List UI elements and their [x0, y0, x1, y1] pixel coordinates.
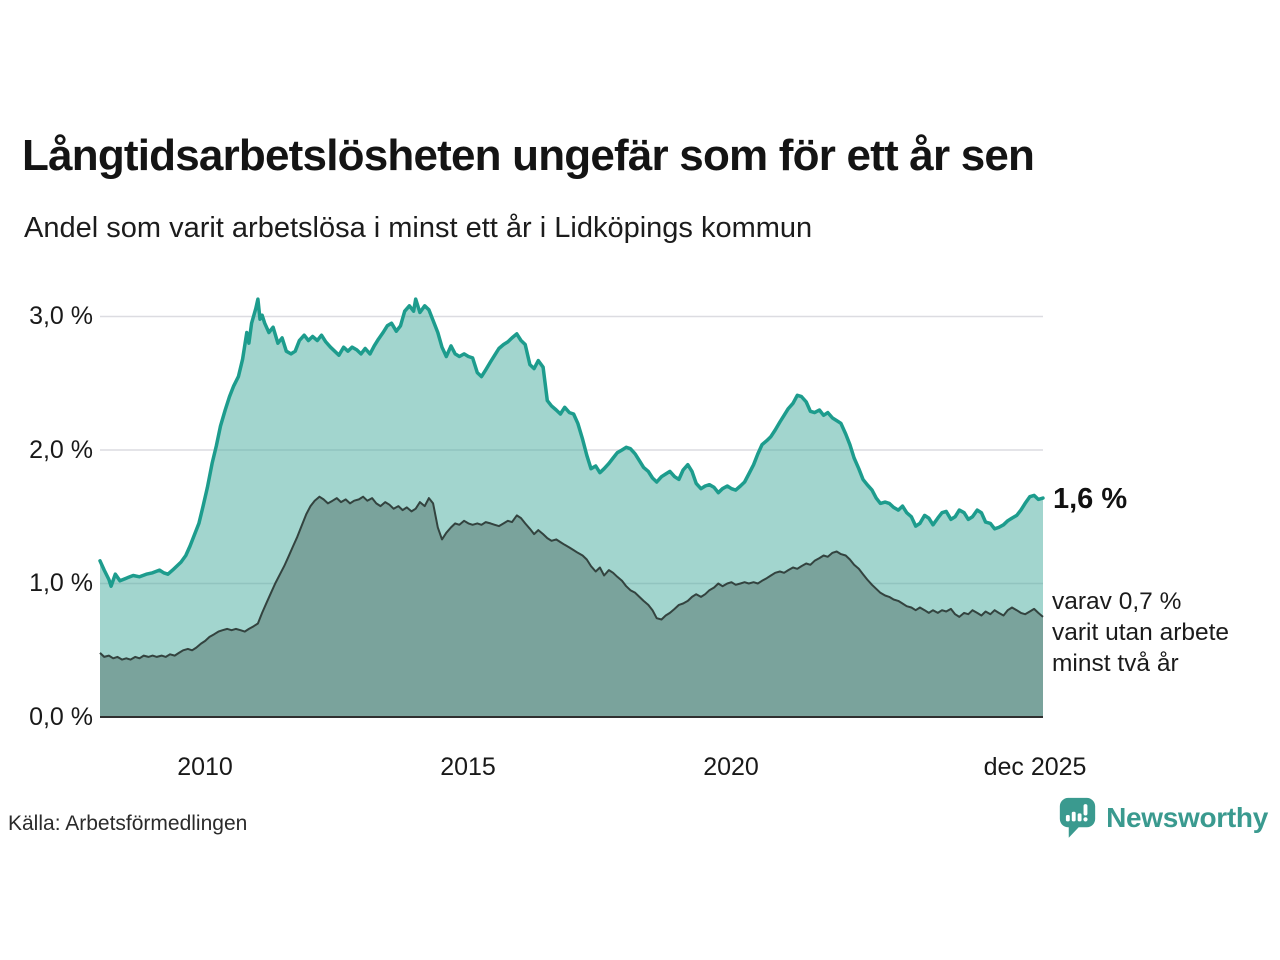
y-tick-label-0: 0,0 % [29, 703, 93, 731]
line-min-one-year [98, 297, 1045, 588]
area-min-two-years [100, 496, 1043, 717]
secondary-value-line-2: varit utan arbete [1052, 619, 1230, 646]
newsworthy-logo[interactable]: Newsworthy [1059, 796, 1268, 840]
y-tick-label-1: 1,0 % [29, 569, 93, 597]
source-label: Källa: Arbetsförmedlingen [8, 812, 248, 835]
x-tick-label-2015: 2015 [440, 753, 496, 781]
x-tick-label-2020: 2020 [703, 753, 759, 781]
secondary-value-line-1: varav 0,7 % [1052, 588, 1182, 615]
chart-title: Långtidsarbetslösheten ungefär som för e… [22, 131, 1035, 180]
y-tick-label-3: 3,0 % [29, 302, 93, 330]
x-tick-label-2010: 2010 [177, 753, 233, 781]
y-tick-label-2: 2,0 % [29, 436, 93, 464]
latest-value-label: 1,6 % [1053, 483, 1128, 515]
secondary-value-line-3: minst två år [1052, 650, 1179, 677]
newsworthy-wordmark: Newsworthy [1106, 802, 1268, 833]
line-min-two-years [99, 495, 1044, 661]
chart-subtitle: Andel som varit arbetslösa i minst ett å… [24, 212, 813, 244]
newsworthy-bar-chart-bubble-icon [1059, 797, 1096, 838]
x-tick-label-dec-2025: dec 2025 [983, 753, 1087, 781]
secondary-value-label: varav 0,7 % varit utan arbete minst två … [1052, 586, 1229, 679]
